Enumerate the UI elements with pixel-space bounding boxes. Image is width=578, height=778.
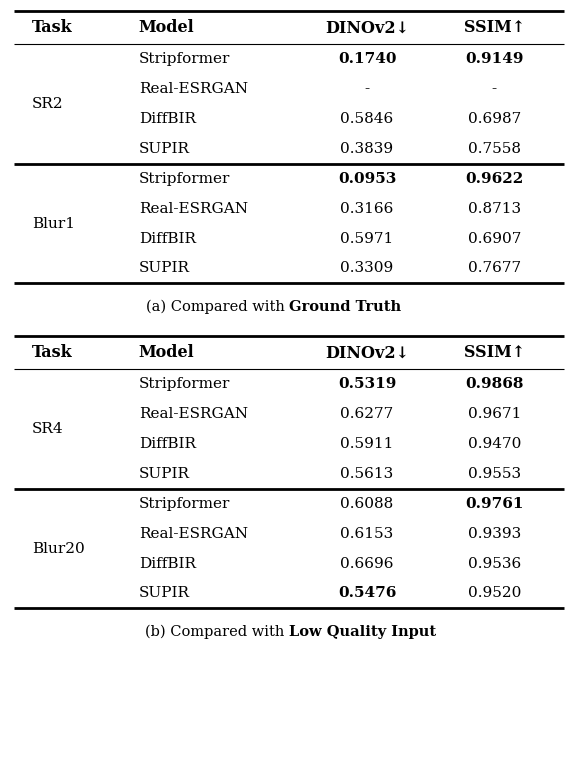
Text: SR2: SR2	[32, 97, 64, 111]
Text: 0.9520: 0.9520	[468, 587, 521, 601]
Text: Real-ESRGAN: Real-ESRGAN	[139, 202, 248, 216]
Text: 0.9553: 0.9553	[468, 467, 521, 481]
Text: SUPIR: SUPIR	[139, 142, 190, 156]
Text: DiffBIR: DiffBIR	[139, 232, 196, 246]
Text: Task: Task	[32, 19, 72, 37]
Text: Model: Model	[139, 19, 194, 37]
Text: 0.3166: 0.3166	[340, 202, 394, 216]
Text: 0.6277: 0.6277	[340, 407, 394, 421]
Text: SSIM↑: SSIM↑	[464, 19, 525, 37]
Text: 0.9868: 0.9868	[465, 377, 524, 391]
Text: (a) Compared with: (a) Compared with	[146, 300, 289, 314]
Text: Blur20: Blur20	[32, 541, 84, 555]
Text: 0.6696: 0.6696	[340, 556, 394, 570]
Text: Ground Truth: Ground Truth	[289, 300, 401, 314]
Text: Stripformer: Stripformer	[139, 377, 230, 391]
Text: 0.1740: 0.1740	[338, 52, 397, 66]
Text: 0.9671: 0.9671	[468, 407, 521, 421]
Text: (b) Compared with: (b) Compared with	[145, 625, 289, 640]
Text: 0.5476: 0.5476	[338, 587, 396, 601]
Text: DiffBIR: DiffBIR	[139, 437, 196, 451]
Text: Task: Task	[32, 345, 72, 361]
Text: Real-ESRGAN: Real-ESRGAN	[139, 82, 248, 96]
Text: 0.6907: 0.6907	[468, 232, 521, 246]
Text: SR4: SR4	[32, 422, 64, 436]
Text: 0.9622: 0.9622	[465, 172, 523, 186]
Text: Stripformer: Stripformer	[139, 52, 230, 66]
Text: Real-ESRGAN: Real-ESRGAN	[139, 407, 248, 421]
Text: 0.6153: 0.6153	[340, 527, 394, 541]
Text: SUPIR: SUPIR	[139, 587, 190, 601]
Text: -: -	[492, 82, 497, 96]
Text: 0.3839: 0.3839	[340, 142, 394, 156]
Text: 0.9393: 0.9393	[468, 527, 521, 541]
Text: Blur1: Blur1	[32, 216, 75, 230]
Text: SUPIR: SUPIR	[139, 467, 190, 481]
Text: 0.5911: 0.5911	[340, 437, 394, 451]
Text: 0.9761: 0.9761	[465, 497, 524, 511]
Text: 0.8713: 0.8713	[468, 202, 521, 216]
Text: 0.9470: 0.9470	[468, 437, 521, 451]
Text: Real-ESRGAN: Real-ESRGAN	[139, 527, 248, 541]
Text: DINOv2↓: DINOv2↓	[325, 19, 409, 37]
Text: SUPIR: SUPIR	[139, 261, 190, 275]
Text: Model: Model	[139, 345, 194, 361]
Text: 0.5319: 0.5319	[338, 377, 396, 391]
Text: 0.9536: 0.9536	[468, 556, 521, 570]
Text: 0.7558: 0.7558	[468, 142, 521, 156]
Text: 0.0953: 0.0953	[338, 172, 396, 186]
Text: Low Quality Input: Low Quality Input	[289, 625, 436, 639]
Text: 0.6987: 0.6987	[468, 112, 521, 126]
Text: 0.9149: 0.9149	[465, 52, 524, 66]
Text: 0.5846: 0.5846	[340, 112, 394, 126]
Text: DINOv2↓: DINOv2↓	[325, 345, 409, 361]
Text: Stripformer: Stripformer	[139, 497, 230, 511]
Text: 0.5971: 0.5971	[340, 232, 394, 246]
Text: 0.7677: 0.7677	[468, 261, 521, 275]
Text: 0.6088: 0.6088	[340, 497, 394, 511]
Text: -: -	[365, 82, 369, 96]
Text: 0.3309: 0.3309	[340, 261, 394, 275]
Text: SSIM↑: SSIM↑	[464, 345, 525, 361]
Text: Stripformer: Stripformer	[139, 172, 230, 186]
Text: DiffBIR: DiffBIR	[139, 112, 196, 126]
Text: DiffBIR: DiffBIR	[139, 556, 196, 570]
Text: 0.5613: 0.5613	[340, 467, 394, 481]
